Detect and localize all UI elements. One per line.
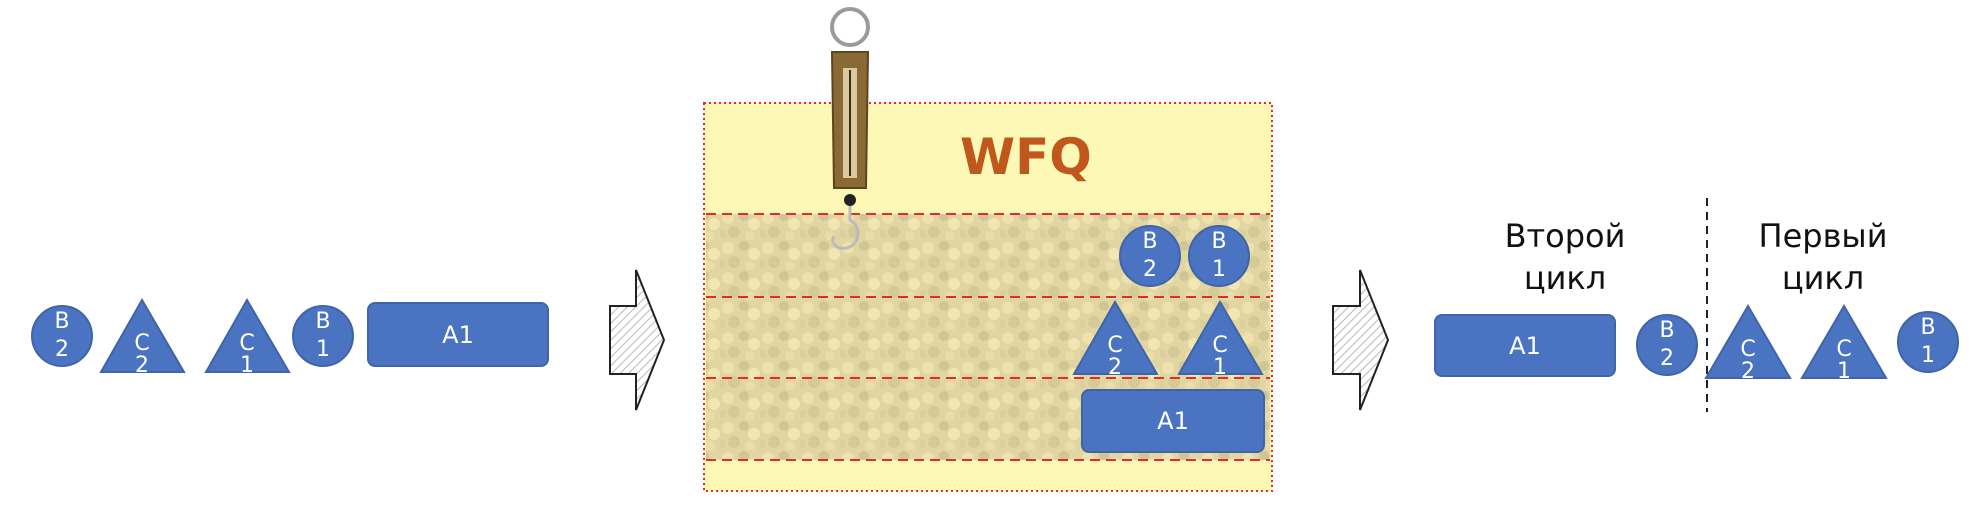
- output-packet-a1: A1: [1434, 314, 1616, 377]
- svg-text:2: 2: [1108, 355, 1122, 380]
- svg-text:2: 2: [1660, 346, 1674, 371]
- first-cycle-label: Первый цикл: [1758, 217, 1888, 297]
- svg-text:B: B: [54, 309, 69, 334]
- wfq-title: WFQ: [960, 128, 1092, 186]
- input-packet-c1: C 1: [204, 297, 291, 378]
- output-packet-b1: B 1: [1897, 311, 1959, 373]
- svg-text:1: 1: [316, 337, 330, 362]
- svg-text:1: 1: [1213, 355, 1227, 380]
- queue-c-packet-c2: C 2: [1072, 299, 1159, 380]
- scale-icon: [830, 7, 870, 250]
- input-packet-a1: A1: [367, 302, 549, 367]
- queue-c-packet-c1: C 1: [1177, 299, 1264, 380]
- svg-text:B: B: [1920, 315, 1935, 340]
- svg-text:1: 1: [1212, 257, 1226, 282]
- input-packet-c2: C 2: [99, 297, 186, 378]
- queue-a-packet-a1: A1: [1081, 389, 1265, 453]
- svg-text:C: C: [239, 331, 254, 356]
- output-packet-c1: C 1: [1800, 304, 1888, 384]
- svg-text:1: 1: [240, 353, 254, 378]
- svg-text:B: B: [1659, 318, 1674, 343]
- svg-text:2: 2: [135, 353, 149, 378]
- second-cycle-label: Второй цикл: [1504, 217, 1626, 297]
- svg-text:B: B: [1211, 229, 1226, 254]
- svg-text:C: C: [1107, 333, 1122, 358]
- svg-text:C: C: [1212, 333, 1227, 358]
- svg-text:C: C: [1836, 337, 1851, 362]
- svg-text:B: B: [1142, 229, 1157, 254]
- flow-arrow-icon: [1332, 269, 1390, 411]
- svg-text:B: B: [315, 309, 330, 334]
- svg-text:1: 1: [1921, 343, 1935, 368]
- svg-text:1: 1: [1837, 359, 1851, 384]
- svg-text:C: C: [1740, 337, 1755, 362]
- input-packet-b2: B 2: [31, 305, 93, 367]
- output-packet-c2: C 2: [1704, 304, 1792, 384]
- svg-text:2: 2: [1741, 359, 1755, 384]
- flow-arrow-icon: [609, 269, 666, 411]
- svg-text:2: 2: [55, 337, 69, 362]
- output-packet-b2: B 2: [1636, 314, 1698, 376]
- svg-text:C: C: [134, 331, 149, 356]
- queue-b-packet-b2: B 2: [1119, 225, 1181, 287]
- input-packet-b1: B 1: [292, 305, 354, 367]
- svg-text:2: 2: [1143, 257, 1157, 282]
- queue-b-packet-b1: B 1: [1188, 225, 1250, 287]
